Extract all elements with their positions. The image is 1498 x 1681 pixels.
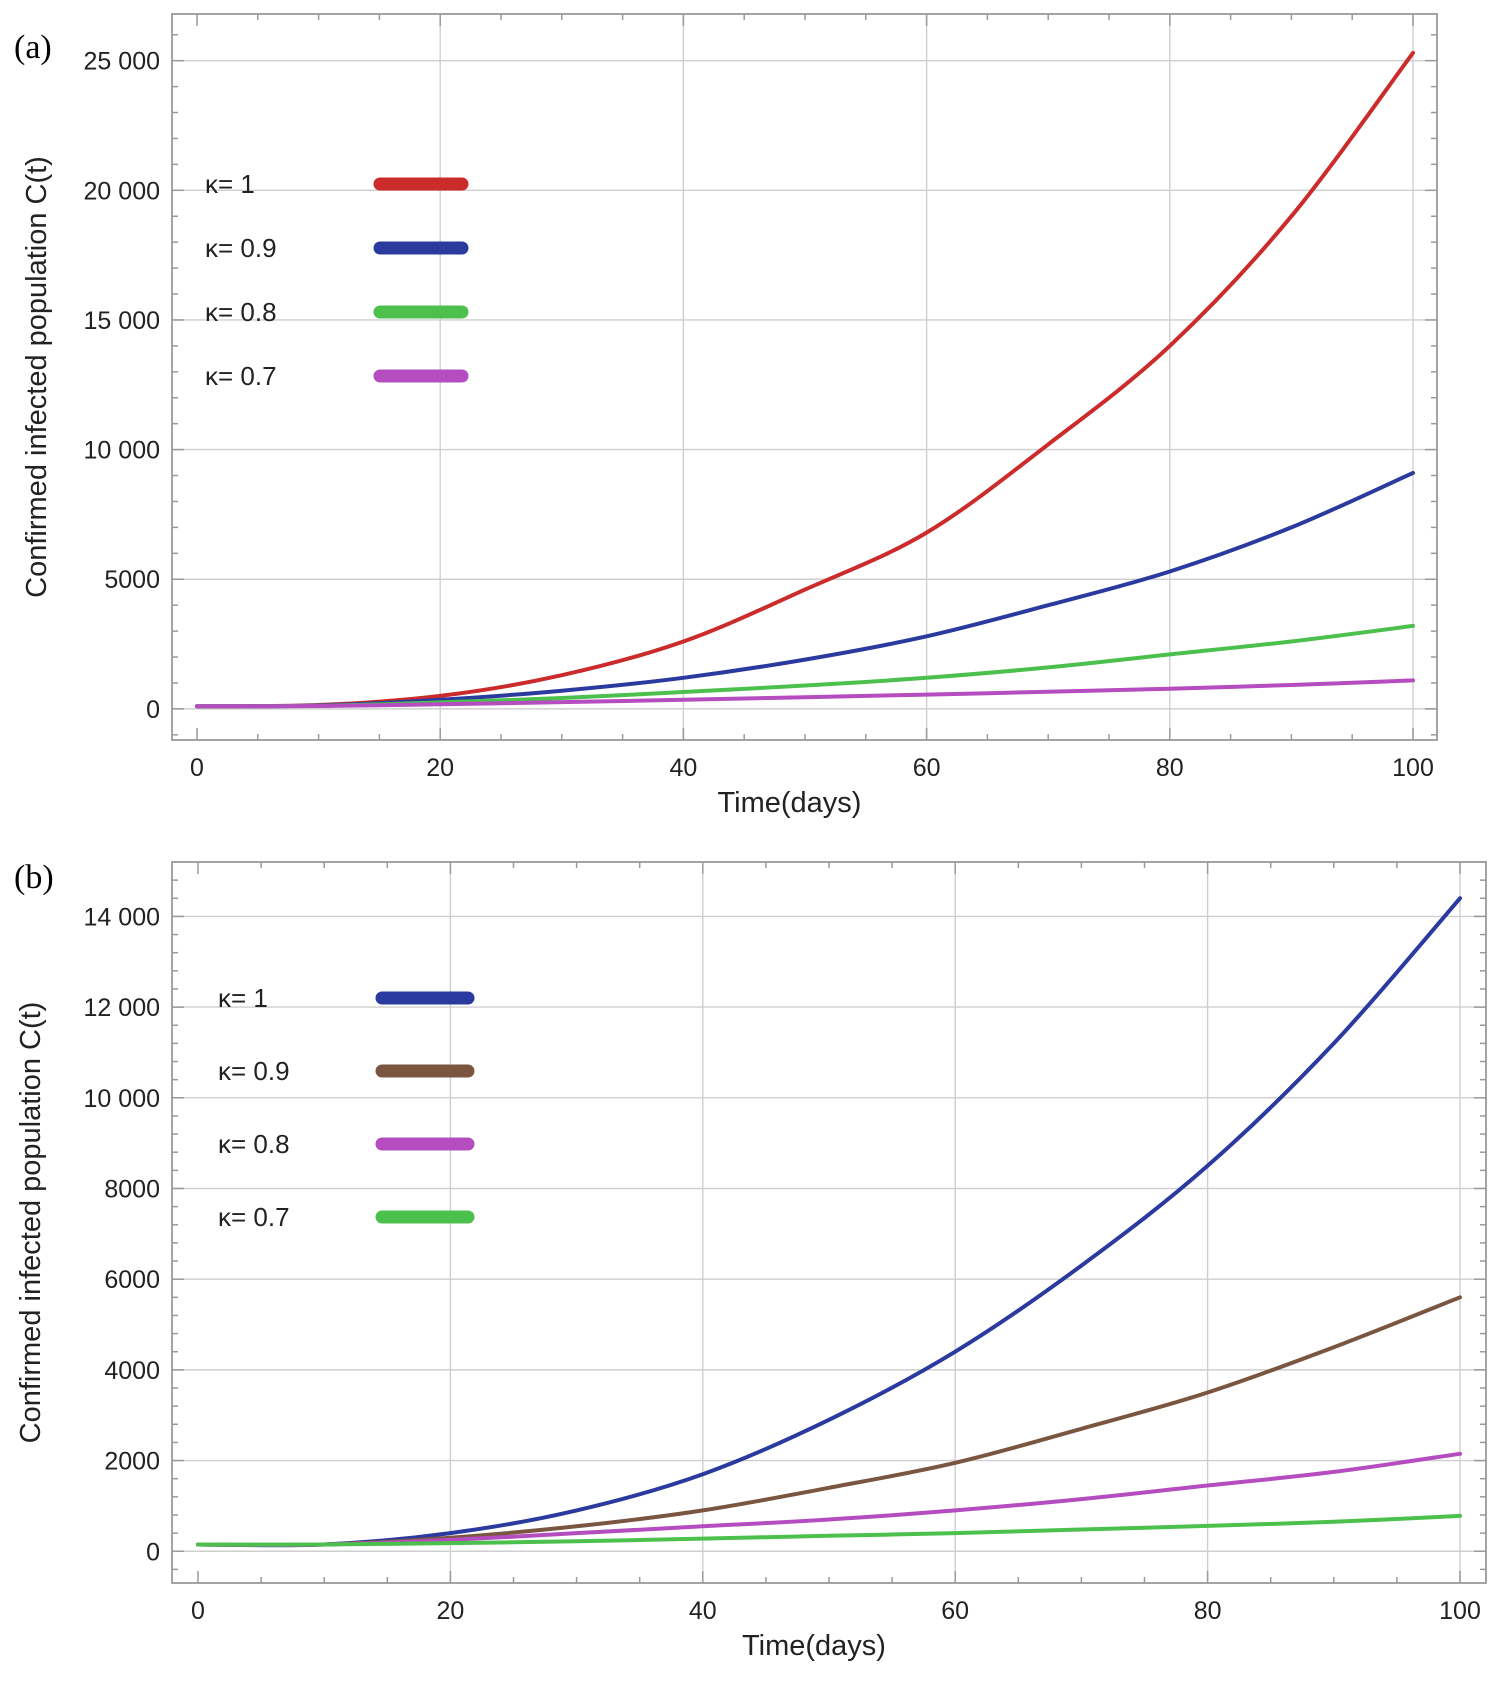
series-line: [195, 623, 1415, 709]
y-tick-label: 2000: [104, 1448, 160, 1476]
plot-frame: [171, 861, 1487, 1584]
legend-label: κ= 1: [205, 169, 255, 199]
y-tick-label: 5000: [104, 566, 160, 594]
y-axis-title: Confirmed infected population C(t): [15, 1002, 47, 1444]
series-line: [196, 1513, 1462, 1547]
legend-label: κ= 0.9: [218, 1056, 290, 1086]
legend-label: κ= 0.9: [205, 233, 277, 263]
panel-b: (b) 0 20 40 60 80 100 0 2000 4000 6000 8000 10 000 12…: [14, 859, 1487, 1662]
x-tick-label: 0: [190, 754, 204, 782]
x-tick-label: 80: [1194, 1597, 1222, 1625]
y-tick-label: 14 000: [84, 903, 160, 931]
panel-a: (a) 0 20 40 60 80 100 0 5000 10 000 15 000 20 000 25…: [14, 13, 1438, 819]
plot-frame: [171, 13, 1438, 741]
legend-label: κ= 0.7: [205, 361, 277, 391]
y-tick-label: 20 000: [84, 177, 160, 205]
y-tick-label: 8000: [104, 1175, 160, 1203]
x-tick-label: 60: [941, 1597, 969, 1625]
y-tick-label: 12 000: [84, 994, 160, 1022]
series-line: [195, 50, 1415, 709]
y-axis-title: Confirmed infected population C(t): [21, 156, 53, 598]
y-tick-label: 0: [146, 696, 160, 724]
x-axis-title: Time(days): [718, 787, 862, 819]
series-line: [195, 678, 1415, 709]
legend-label: κ= 0.7: [218, 1202, 290, 1232]
x-tick-label: 0: [191, 1597, 205, 1625]
legend-label: κ= 0.8: [218, 1129, 290, 1159]
x-tick-label: 60: [913, 754, 941, 782]
x-tick-label: 40: [689, 1597, 717, 1625]
series-line: [196, 896, 1462, 1548]
panel-label: (a): [14, 29, 52, 66]
y-tick-label: 25 000: [84, 48, 160, 76]
x-tick-label: 20: [436, 1597, 464, 1625]
x-tick-label: 20: [426, 754, 454, 782]
panel-label: (b): [14, 859, 54, 896]
x-tick-label: 100: [1439, 1597, 1481, 1625]
y-tick-label: 6000: [104, 1266, 160, 1294]
x-tick-label: 40: [669, 754, 697, 782]
y-tick-label: 10 000: [84, 437, 160, 465]
y-tick-label: 4000: [104, 1357, 160, 1385]
legend-label: κ= 0.8: [205, 297, 277, 327]
y-tick-label: 0: [146, 1538, 160, 1566]
x-axis-title: Time(days): [742, 1630, 886, 1662]
series-line: [196, 1451, 1462, 1547]
y-tick-label: 10 000: [84, 1085, 160, 1113]
x-tick-label: 80: [1156, 754, 1184, 782]
x-tick-label: 100: [1392, 754, 1434, 782]
legend-label: κ= 1: [218, 983, 268, 1013]
y-tick-label: 15 000: [84, 307, 160, 335]
